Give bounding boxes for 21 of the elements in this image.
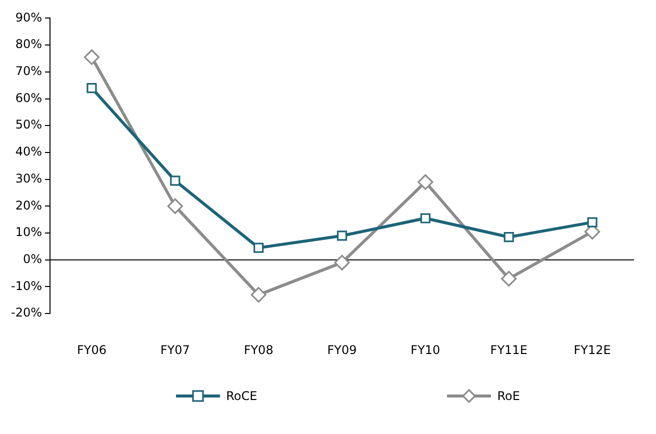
y-tick-label: 50% — [15, 118, 42, 132]
x-tick-label: FY12E — [574, 342, 611, 357]
x-tick-label: FY10 — [410, 342, 440, 357]
legend-label: RoE — [497, 389, 520, 403]
y-tick-label: 40% — [15, 144, 42, 159]
y-tick-label: -10% — [10, 278, 42, 293]
y-tick-label: 20% — [15, 198, 42, 212]
y-tick-label: 80% — [15, 37, 42, 52]
x-tick-label: FY09 — [327, 342, 357, 357]
legend-label: RoCE — [226, 389, 258, 403]
y-tick-label: 90% — [15, 10, 42, 24]
x-tick-label: FY06 — [76, 342, 106, 357]
y-tick-label: 30% — [15, 171, 42, 186]
y-tick-label: 0% — [22, 252, 42, 266]
y-tick-label: 70% — [15, 64, 42, 78]
y-tick-label: -20% — [10, 306, 42, 320]
y-tick-label: 60% — [15, 90, 42, 105]
x-tick-label: FY11E — [490, 342, 528, 357]
x-tick-label: FY08 — [244, 342, 274, 357]
y-tick-label: 10% — [15, 225, 42, 240]
x-tick-label: FY07 — [160, 342, 190, 357]
